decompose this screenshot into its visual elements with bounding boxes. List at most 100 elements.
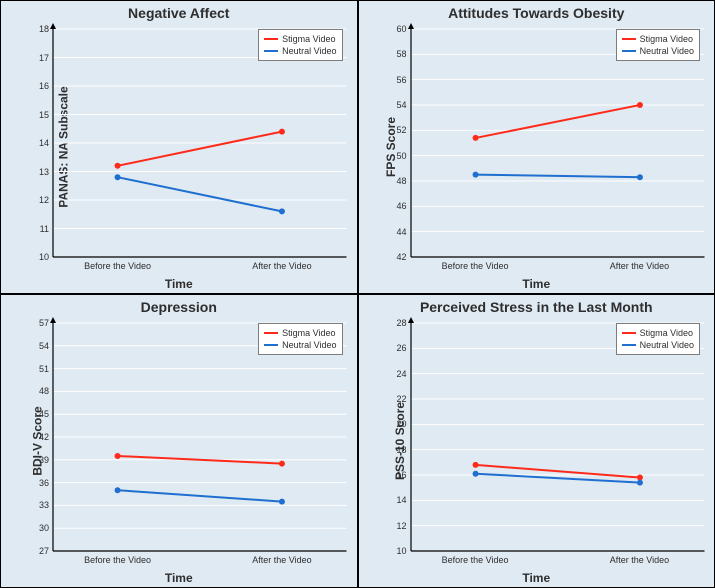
panel-negative-affect: Negative AffectPANAS: NA SubscaleTime101… [0, 0, 358, 294]
x-axis-label: Time [359, 571, 715, 585]
series-marker-neutral [636, 480, 642, 486]
legend-item: Stigma Video [264, 327, 336, 339]
legend-swatch [622, 50, 636, 52]
y-tick-label: 54 [387, 100, 407, 110]
legend-item: Neutral Video [622, 45, 694, 57]
legend: Stigma VideoNeutral Video [258, 323, 342, 355]
chart-title: Depression [1, 299, 357, 315]
legend: Stigma VideoNeutral Video [616, 29, 700, 61]
panel-attitudes-obesity: Attitudes Towards ObesityFPS ScoreTime42… [358, 0, 715, 294]
legend-label: Stigma Video [640, 327, 693, 339]
legend-item: Stigma Video [622, 33, 694, 45]
y-tick-label: 52 [387, 125, 407, 135]
y-tick-label: 11 [29, 224, 49, 234]
series-marker-stigma [472, 135, 478, 141]
y-tick-label: 54 [29, 341, 49, 351]
y-tick-label: 50 [387, 151, 407, 161]
series-line-stigma [475, 105, 639, 138]
y-tick-label: 17 [29, 53, 49, 63]
y-tick-label: 14 [387, 495, 407, 505]
y-tick-label: 46 [387, 201, 407, 211]
series-marker-neutral [115, 174, 121, 180]
y-tick-label: 58 [387, 49, 407, 59]
y-tick-label: 39 [29, 455, 49, 465]
y-tick-label: 36 [29, 478, 49, 488]
legend-swatch [264, 332, 278, 334]
series-line-stigma [118, 132, 282, 166]
y-tick-label: 30 [29, 523, 49, 533]
y-tick-label: 60 [387, 24, 407, 34]
legend-label: Neutral Video [282, 45, 336, 57]
y-tick-label: 56 [387, 75, 407, 85]
y-tick-label: 28 [387, 318, 407, 328]
series-line-neutral [118, 177, 282, 211]
legend-swatch [264, 344, 278, 346]
chart-title: Perceived Stress in the Last Month [359, 299, 715, 315]
legend-label: Stigma Video [282, 327, 335, 339]
y-tick-label: 48 [387, 176, 407, 186]
panel-perceived-stress: Perceived Stress in the Last MonthPSS-10… [358, 294, 715, 588]
series-marker-stigma [115, 163, 121, 169]
panel-depression: DepressionBDI-V ScoreTime273033363942454… [0, 294, 358, 588]
y-tick-label: 13 [29, 167, 49, 177]
legend-swatch [264, 50, 278, 52]
legend-swatch [622, 332, 636, 334]
series-line-neutral [475, 175, 639, 178]
y-tick-label: 42 [387, 252, 407, 262]
y-tick-label: 27 [29, 546, 49, 556]
legend-label: Stigma Video [640, 33, 693, 45]
series-marker-neutral [472, 172, 478, 178]
series-marker-stigma [115, 453, 121, 459]
y-tick-label: 33 [29, 500, 49, 510]
series-marker-neutral [636, 174, 642, 180]
series-marker-stigma [636, 102, 642, 108]
series-line-neutral [118, 490, 282, 501]
legend-swatch [622, 344, 636, 346]
legend: Stigma VideoNeutral Video [258, 29, 342, 61]
legend-swatch [264, 38, 278, 40]
legend-item: Neutral Video [264, 45, 336, 57]
legend-swatch [622, 38, 636, 40]
y-tick-label: 22 [387, 394, 407, 404]
series-marker-stigma [279, 129, 285, 135]
series-marker-neutral [279, 499, 285, 505]
x-axis-label: Time [1, 571, 357, 585]
chart-grid: Negative AffectPANAS: NA SubscaleTime101… [0, 0, 715, 588]
y-tick-label: 12 [387, 521, 407, 531]
legend-label: Neutral Video [282, 339, 336, 351]
y-tick-label: 48 [29, 386, 49, 396]
legend-label: Stigma Video [282, 33, 335, 45]
y-tick-label: 45 [29, 409, 49, 419]
series-marker-neutral [115, 487, 121, 493]
series-marker-neutral [279, 208, 285, 214]
y-tick-label: 18 [29, 24, 49, 34]
legend: Stigma VideoNeutral Video [616, 323, 700, 355]
chart-title: Attitudes Towards Obesity [359, 5, 715, 21]
y-tick-label: 42 [29, 432, 49, 442]
x-axis-label: Time [1, 277, 357, 291]
legend-item: Neutral Video [622, 339, 694, 351]
legend-label: Neutral Video [640, 45, 694, 57]
y-tick-label: 14 [29, 138, 49, 148]
y-tick-label: 12 [29, 195, 49, 205]
y-tick-label: 24 [387, 369, 407, 379]
y-tick-label: 10 [29, 252, 49, 262]
x-axis-label: Time [359, 277, 715, 291]
series-marker-neutral [472, 471, 478, 477]
y-tick-label: 15 [29, 110, 49, 120]
y-tick-label: 18 [387, 445, 407, 455]
series-marker-stigma [472, 462, 478, 468]
y-tick-label: 10 [387, 546, 407, 556]
legend-item: Stigma Video [264, 33, 336, 45]
series-marker-stigma [279, 461, 285, 467]
legend-item: Neutral Video [264, 339, 336, 351]
y-tick-label: 16 [29, 81, 49, 91]
legend-item: Stigma Video [622, 327, 694, 339]
y-tick-label: 20 [387, 419, 407, 429]
y-tick-label: 16 [387, 470, 407, 480]
legend-label: Neutral Video [640, 339, 694, 351]
chart-title: Negative Affect [1, 5, 357, 21]
y-tick-label: 51 [29, 364, 49, 374]
y-tick-label: 26 [387, 343, 407, 353]
y-tick-label: 57 [29, 318, 49, 328]
